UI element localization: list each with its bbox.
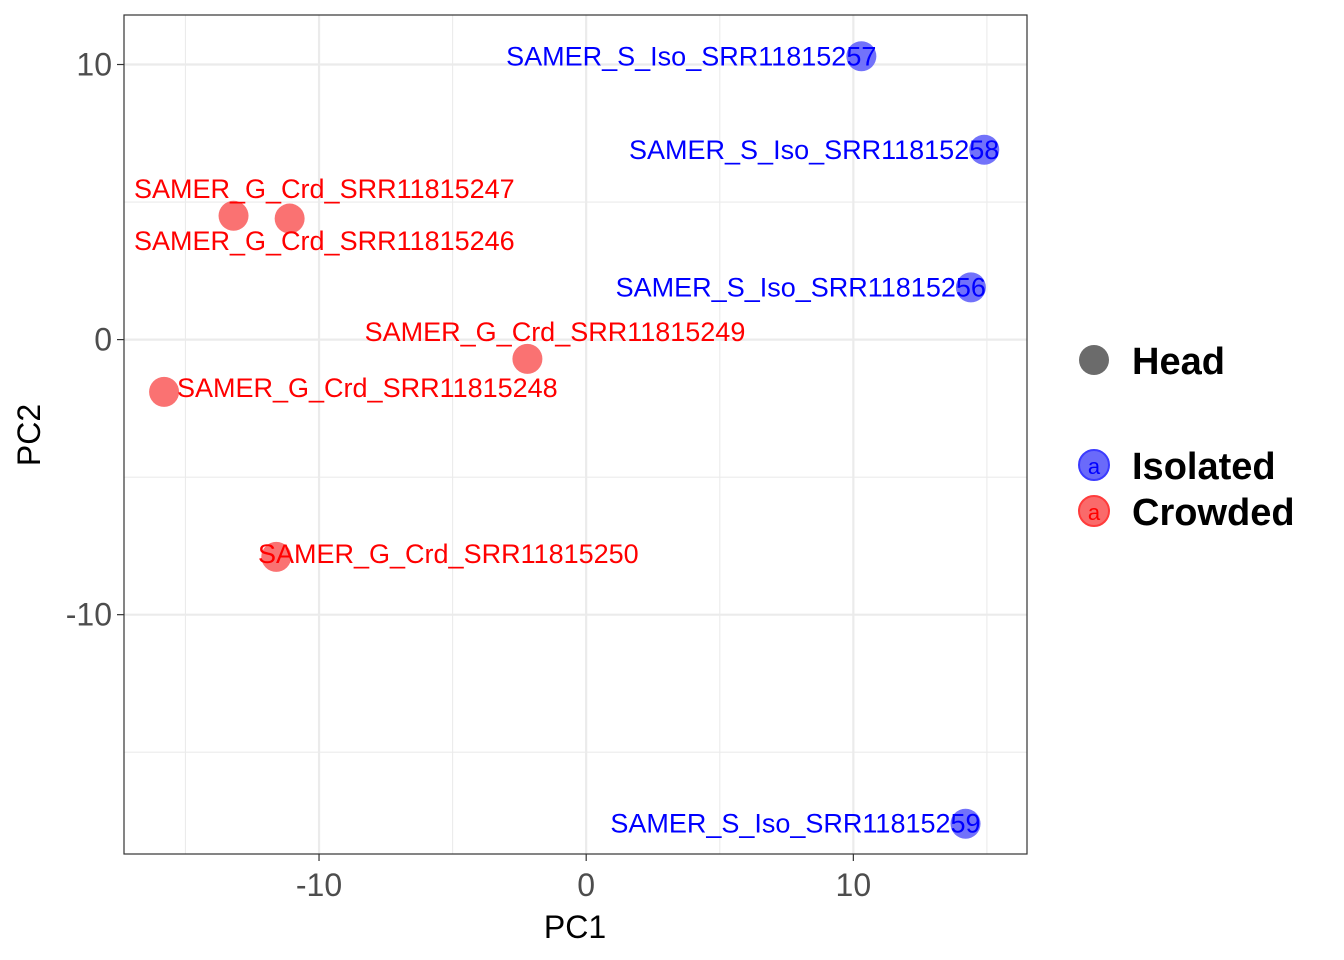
isolated-point <box>950 808 981 839</box>
grid-lines <box>124 15 1027 854</box>
crowded-point-label: SAMER_G_Crd_SRR11815246 <box>134 226 515 256</box>
isolated-point-label: SAMER_S_Iso_SRR11815259 <box>610 809 980 839</box>
plot-panel-border <box>123 14 1028 855</box>
crowded-point-label: SAMER_G_Crd_SRR11815247 <box>134 174 515 204</box>
legend-key-glyph-crowded: a <box>1088 500 1101 525</box>
isolated-point <box>969 134 1000 165</box>
x-tick-label: 0 <box>577 867 595 903</box>
x-tick-label: -10 <box>296 867 342 903</box>
y-tick-label: -10 <box>66 597 112 633</box>
isolated-point-label: SAMER_S_Iso_SRR11815257 <box>506 41 876 71</box>
point-labels: SAMER_S_Iso_SRR11815257 SAMER_S_Iso_SRR11… <box>134 41 999 838</box>
legend-key-isolated <box>1078 449 1110 481</box>
crowded-point-label: SAMER_G_Crd_SRR11815248 <box>177 373 558 403</box>
y-tick-label: 10 <box>76 47 112 83</box>
legend-key-crowded <box>1078 495 1110 527</box>
crowded-point <box>218 200 249 231</box>
crowded-point-label: SAMER_G_Crd_SRR11815250 <box>258 539 639 569</box>
y-tick-label: 0 <box>94 322 112 358</box>
isolated-point <box>955 272 986 303</box>
x-tick-label: 10 <box>836 867 872 903</box>
isolated-point <box>846 41 877 72</box>
legend-entry-isolated: a Isolated <box>1078 446 1276 488</box>
isolated-point-label: SAMER_S_Iso_SRR11815258 <box>629 135 999 165</box>
y-axis-ticks: 10 0 -10 <box>66 47 124 633</box>
x-axis-ticks: -10 0 10 <box>296 854 871 903</box>
isolated-point-label: SAMER_S_Iso_SRR11815256 <box>616 272 986 302</box>
legend: Head a Isolated a Crowded <box>1078 341 1295 534</box>
crowded-point <box>512 343 543 374</box>
crowded-point-label: SAMER_G_Crd_SRR11815249 <box>365 317 746 347</box>
legend-entry-crowded: a Crowded <box>1078 492 1295 534</box>
legend-key-glyph-isolated: a <box>1088 454 1101 479</box>
crowded-point <box>261 541 292 572</box>
x-axis-title: PC1 <box>544 909 606 945</box>
crowded-point <box>274 203 305 234</box>
legend-label-crowded: Crowded <box>1132 492 1295 534</box>
y-axis-title: PC2 <box>11 404 47 466</box>
data-points <box>149 41 1000 839</box>
legend-shape-key <box>1079 345 1109 375</box>
legend-shape-title: Head <box>1132 341 1225 383</box>
legend-label-isolated: Isolated <box>1132 446 1276 488</box>
crowded-point <box>149 376 180 407</box>
